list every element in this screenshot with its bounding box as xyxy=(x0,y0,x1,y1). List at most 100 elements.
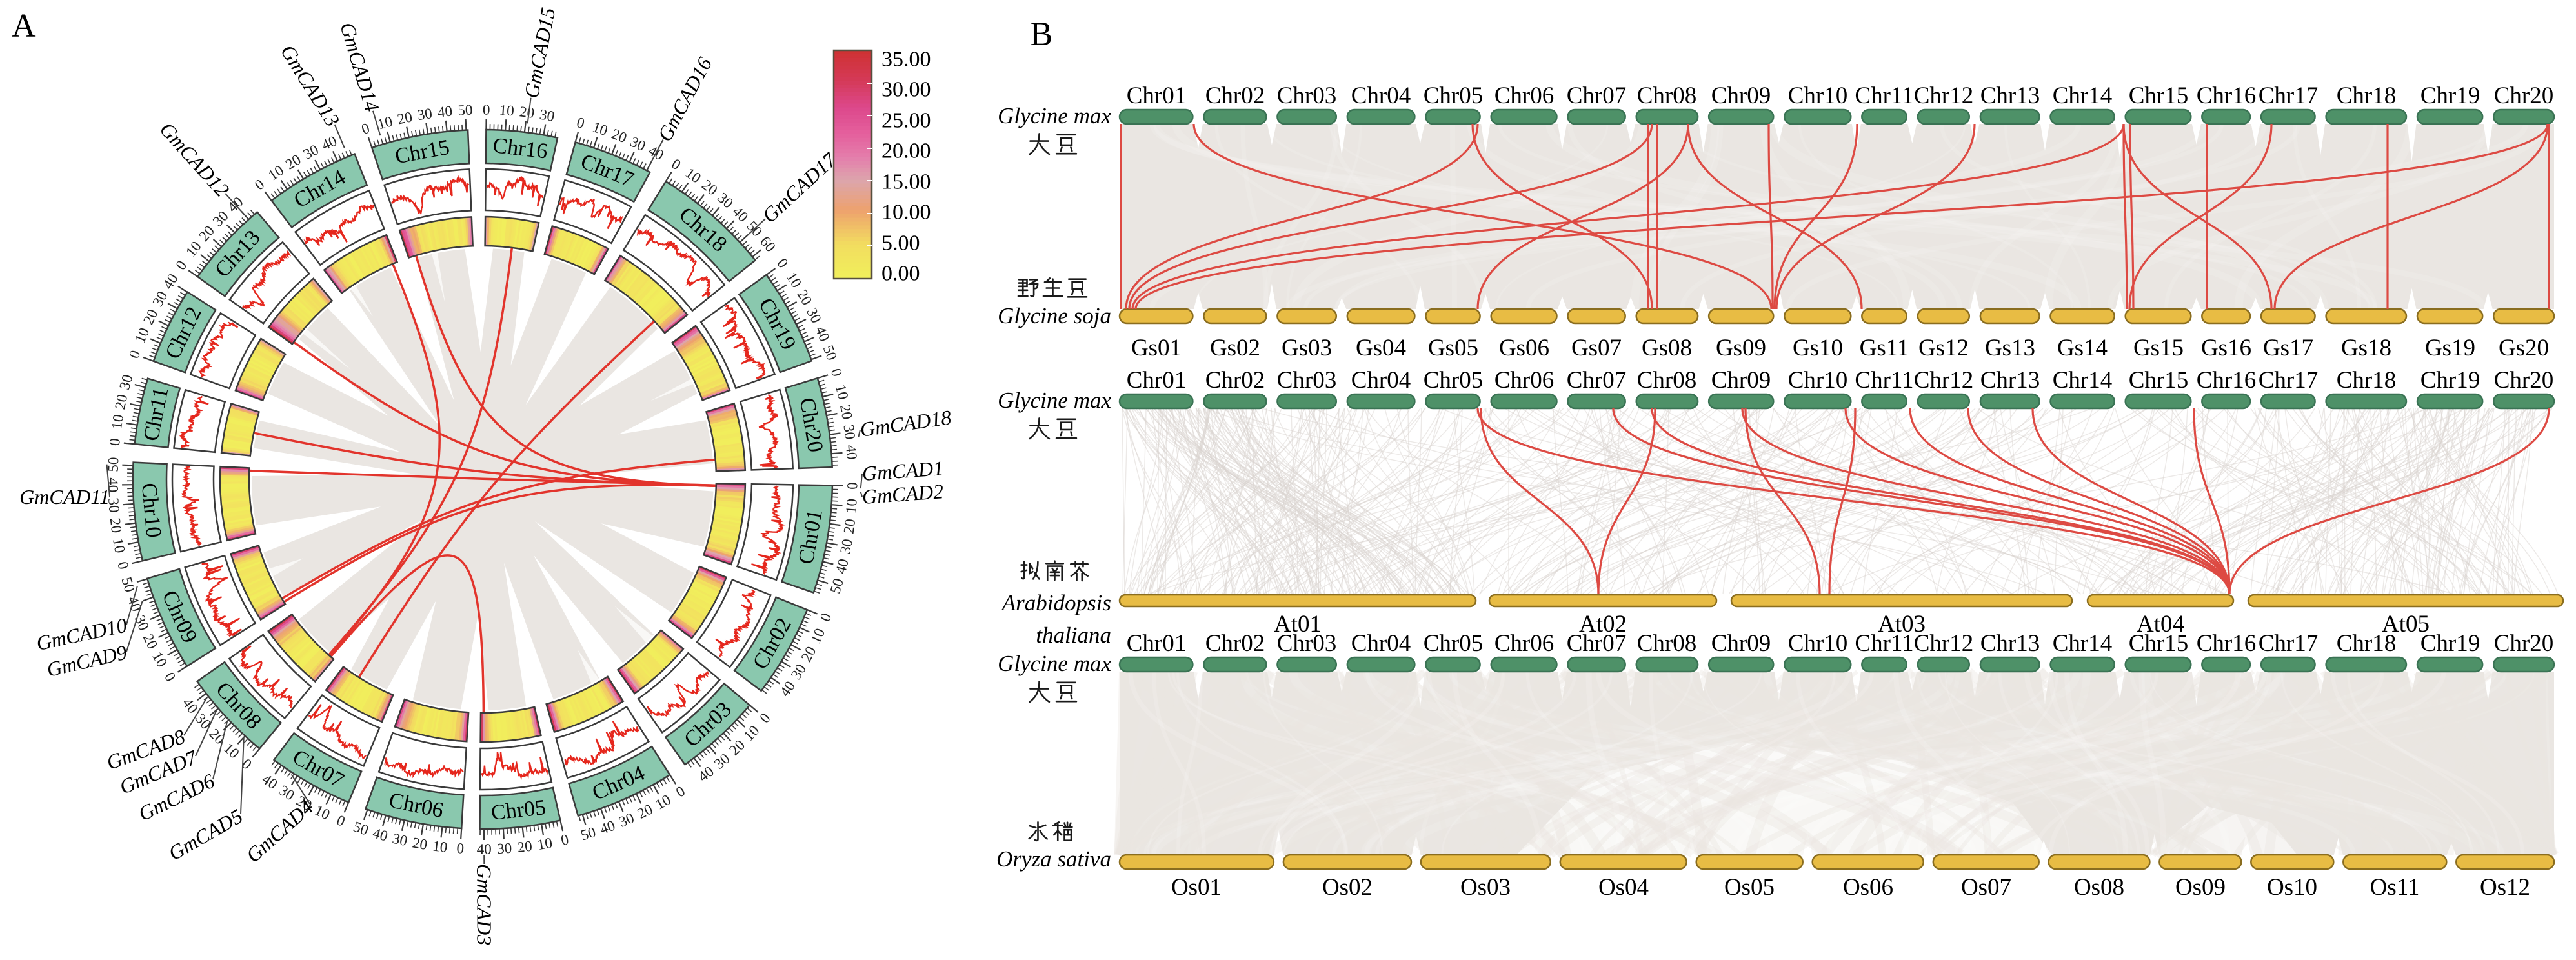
svg-text:Gs11: Gs11 xyxy=(1860,335,1909,361)
svg-text:0: 0 xyxy=(456,840,465,857)
svg-text:Chr10: Chr10 xyxy=(1788,83,1848,109)
svg-text:Chr10: Chr10 xyxy=(1788,367,1848,394)
svg-text:Chr12: Chr12 xyxy=(1914,630,1974,657)
svg-text:Chr14: Chr14 xyxy=(2053,367,2113,394)
svg-text:Chr20: Chr20 xyxy=(2494,83,2554,109)
svg-text:Chr01: Chr01 xyxy=(1127,630,1187,657)
svg-text:Chr08: Chr08 xyxy=(1637,367,1697,394)
svg-text:Os12: Os12 xyxy=(2480,874,2530,901)
svg-text:GmCAD11: GmCAD11 xyxy=(19,485,110,508)
svg-text:A: A xyxy=(12,8,36,45)
svg-text:Chr09: Chr09 xyxy=(1711,367,1771,394)
svg-text:0.00: 0.00 xyxy=(881,262,920,286)
svg-text:10: 10 xyxy=(499,102,515,119)
svg-text:30.00: 30.00 xyxy=(881,78,931,102)
svg-text:Chr18: Chr18 xyxy=(2337,630,2397,657)
svg-text:10: 10 xyxy=(110,537,128,554)
svg-text:Os05: Os05 xyxy=(1724,874,1775,901)
svg-text:40: 40 xyxy=(437,103,453,120)
svg-text:10: 10 xyxy=(536,835,554,854)
svg-text:10.00: 10.00 xyxy=(881,201,931,225)
svg-text:0: 0 xyxy=(106,437,123,446)
svg-text:50: 50 xyxy=(105,457,122,472)
svg-text:Os04: Os04 xyxy=(1598,874,1649,901)
svg-text:15.00: 15.00 xyxy=(881,170,931,194)
svg-text:Chr01: Chr01 xyxy=(1127,367,1187,394)
svg-text:Chr16: Chr16 xyxy=(2197,367,2257,394)
svg-text:Chr17: Chr17 xyxy=(2259,630,2319,657)
svg-text:At01: At01 xyxy=(1274,611,1322,637)
svg-text:Chr02: Chr02 xyxy=(1205,83,1265,109)
svg-text:Os02: Os02 xyxy=(1322,874,1373,901)
svg-text:Chr12: Chr12 xyxy=(1914,367,1974,394)
svg-text:Os08: Os08 xyxy=(2074,874,2124,901)
svg-text:Chr05: Chr05 xyxy=(1424,83,1484,109)
svg-text:0: 0 xyxy=(114,560,132,571)
svg-text:25.00: 25.00 xyxy=(881,109,931,133)
svg-text:30: 30 xyxy=(391,830,409,850)
svg-text:Gs01: Gs01 xyxy=(1131,335,1182,361)
svg-text:Os11: Os11 xyxy=(2370,874,2420,901)
svg-text:20: 20 xyxy=(841,518,859,535)
svg-text:Os06: Os06 xyxy=(1843,874,1893,901)
svg-text:Chr07: Chr07 xyxy=(1567,367,1627,394)
svg-text:Chr11: Chr11 xyxy=(1855,367,1913,394)
svg-text:40: 40 xyxy=(832,557,852,575)
svg-text:0: 0 xyxy=(844,482,860,490)
svg-text:Chr16: Chr16 xyxy=(2197,630,2257,657)
svg-text:30: 30 xyxy=(416,105,434,123)
svg-text:0: 0 xyxy=(559,831,570,848)
svg-text:30: 30 xyxy=(105,497,123,514)
svg-text:20: 20 xyxy=(411,834,428,853)
svg-text:Gs18: Gs18 xyxy=(2341,335,2391,361)
svg-text:Gs15: Gs15 xyxy=(2133,335,2184,361)
svg-text:Glycine max: Glycine max xyxy=(998,103,1111,128)
svg-text:Chr20: Chr20 xyxy=(2494,367,2554,394)
svg-text:Chr03: Chr03 xyxy=(1277,630,1337,657)
svg-text:0: 0 xyxy=(483,101,490,117)
svg-text:GmCAD3: GmCAD3 xyxy=(472,864,496,945)
svg-text:Chr03: Chr03 xyxy=(1277,367,1337,394)
svg-text:40: 40 xyxy=(477,841,492,857)
svg-text:Gs07: Gs07 xyxy=(1571,335,1622,361)
svg-text:40: 40 xyxy=(843,445,860,461)
svg-text:Chr03: Chr03 xyxy=(1277,83,1337,109)
svg-text:Glycine max: Glycine max xyxy=(998,651,1111,676)
svg-text:Chr18: Chr18 xyxy=(2337,83,2397,109)
svg-text:10: 10 xyxy=(432,837,448,855)
svg-text:Chr13: Chr13 xyxy=(1980,630,2040,657)
svg-text:Gs12: Gs12 xyxy=(1918,335,1969,361)
svg-text:Chr19: Chr19 xyxy=(2420,367,2480,394)
svg-text:At03: At03 xyxy=(1878,611,1926,637)
svg-text:Os01: Os01 xyxy=(1171,874,1222,901)
svg-text:30: 30 xyxy=(837,537,856,555)
svg-text:Gs09: Gs09 xyxy=(1716,335,1766,361)
svg-text:Chr05: Chr05 xyxy=(490,795,547,825)
svg-text:Os09: Os09 xyxy=(2175,874,2226,901)
svg-text:thaliana: thaliana xyxy=(1036,623,1111,648)
svg-text:At05: At05 xyxy=(2382,611,2430,637)
svg-text:Chr07: Chr07 xyxy=(1567,83,1627,109)
svg-text:Gs06: Gs06 xyxy=(1499,335,1549,361)
svg-text:Gs10: Gs10 xyxy=(1793,335,1843,361)
svg-text:Glycine soja: Glycine soja xyxy=(998,303,1111,328)
svg-text:Gs05: Gs05 xyxy=(1428,335,1478,361)
svg-text:Chr02: Chr02 xyxy=(1205,630,1265,657)
svg-text:20: 20 xyxy=(837,403,856,421)
svg-text:Chr15: Chr15 xyxy=(2129,630,2189,657)
svg-text:Os07: Os07 xyxy=(1961,874,2011,901)
svg-text:Glycine max: Glycine max xyxy=(998,388,1111,413)
svg-text:Chr13: Chr13 xyxy=(1980,83,2040,109)
svg-text:At02: At02 xyxy=(1579,611,1627,637)
svg-text:Chr19: Chr19 xyxy=(2420,83,2480,109)
svg-text:Chr10: Chr10 xyxy=(1788,630,1848,657)
svg-text:Chr07: Chr07 xyxy=(1567,630,1627,657)
svg-text:Chr09: Chr09 xyxy=(1711,630,1771,657)
svg-text:Chr17: Chr17 xyxy=(2259,367,2319,394)
svg-text:Gs08: Gs08 xyxy=(1642,335,1692,361)
svg-text:Chr14: Chr14 xyxy=(2053,83,2113,109)
svg-text:20: 20 xyxy=(112,393,130,411)
svg-text:Chr02: Chr02 xyxy=(1205,367,1265,394)
svg-text:Chr11: Chr11 xyxy=(1855,630,1913,657)
svg-text:Chr10: Chr10 xyxy=(137,482,166,539)
